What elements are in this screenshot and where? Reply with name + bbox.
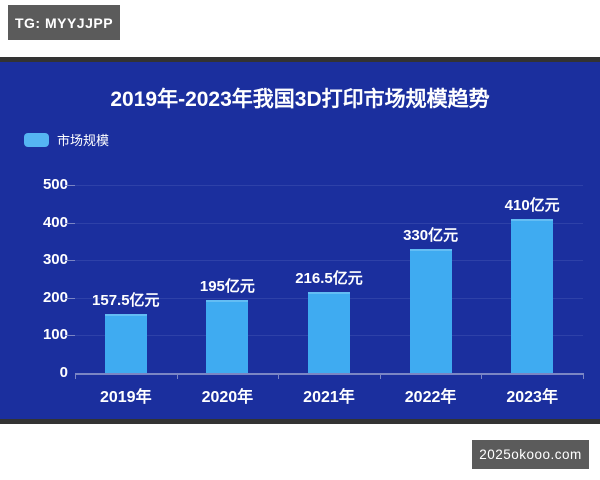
x-axis-tick: [278, 373, 280, 379]
gridline: [65, 185, 583, 186]
x-tick-label-2022: 2022年: [404, 389, 457, 406]
gridline: [65, 222, 583, 224]
x-axis-tick: [176, 373, 178, 379]
bar-2020: [206, 299, 249, 373]
y-tick-label: 0: [59, 364, 68, 382]
bar-series: 157.5亿元 195亿元 216.5亿元 330亿元 410亿元: [75, 185, 583, 373]
x-axis-tick: [379, 373, 381, 379]
gridline: [65, 260, 583, 262]
y-tick-label: 200: [42, 288, 68, 306]
bar-value-label: 410亿元: [504, 196, 560, 214]
bar-2021: [307, 291, 350, 373]
bar-value-label: 216.5亿元: [295, 269, 363, 287]
y-tick-label: 300: [42, 251, 68, 269]
bar-group-2023: 410亿元: [481, 185, 583, 373]
y-tick-label: 100: [42, 326, 68, 344]
x-axis-labels: 2019年 2020年 2021年 2022年 2023年: [75, 383, 583, 407]
x-axis-tick: [481, 373, 483, 379]
legend: 市场规模: [24, 130, 109, 149]
chart-panel: 2019年-2023年我国3D打印市场规模趋势 市场规模 500 400 300…: [0, 57, 600, 424]
bar-2022: [409, 248, 452, 373]
legend-swatch: [24, 132, 49, 147]
site-watermark-badge: 2025okooo.com: [472, 440, 589, 469]
bar-2023: [511, 218, 554, 373]
plot-area: 157.5亿元 195亿元 216.5亿元 330亿元 410亿元: [65, 185, 584, 379]
bar-group-2022: 330亿元: [380, 185, 482, 373]
bar-2019: [104, 313, 147, 373]
legend-label: 市场规模: [57, 133, 110, 148]
x-tick-label-2020: 2020年: [201, 389, 254, 406]
y-axis: 500 400 300 200 100 0: [18, 176, 68, 381]
tg-watermark-text: TG: MYYJJPP: [14, 14, 114, 31]
x-tick-label-2023: 2023年: [506, 389, 558, 406]
site-watermark-text: 2025okooo.com: [479, 447, 582, 462]
y-tick-label: 500: [42, 176, 68, 194]
x-tick-label-2021: 2021年: [303, 389, 355, 406]
x-axis-tick: [75, 373, 76, 379]
bar-group-2019: 157.5亿元: [75, 185, 177, 373]
bar-value-label: 330亿元: [403, 226, 459, 244]
x-tick-label-2019: 2019年: [99, 389, 152, 406]
y-tick-label: 400: [42, 213, 68, 231]
bar-value-label: 157.5亿元: [92, 291, 160, 309]
chart-title: 2019年-2023年我国3D打印市场规模趋势: [110, 88, 490, 111]
x-axis-tick: [583, 373, 584, 379]
bar-value-label: 195亿元: [199, 277, 255, 295]
tg-watermark-badge: TG: MYYJJPP: [8, 5, 120, 40]
bar-group-2020: 195亿元: [177, 185, 279, 373]
bar-group-2021: 216.5亿元: [278, 185, 380, 373]
